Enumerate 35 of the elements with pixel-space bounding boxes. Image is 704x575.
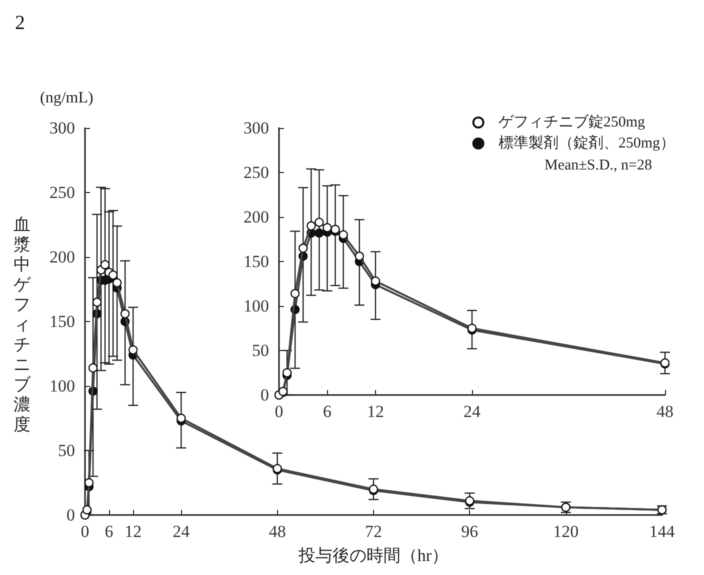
x-tick-label: 72 — [365, 522, 382, 541]
text: (ng/mL) — [40, 90, 94, 106]
y-tick-label: 50 — [252, 341, 269, 360]
y-tick-label: 150 — [50, 312, 75, 331]
y-tick-label: 0 — [66, 506, 75, 524]
y-tick-label: 300 — [50, 118, 75, 138]
text: 血漿中ゲフィチニブ濃度 — [14, 215, 30, 434]
x-tick-label: 0 — [274, 402, 284, 421]
x-tick-label: 96 — [461, 522, 478, 541]
x-tick-label: 144 — [649, 522, 676, 541]
x-tick-label: 24 — [172, 522, 190, 541]
x-tick-label: 12 — [124, 522, 142, 541]
y-tick-label: 300 — [244, 118, 269, 138]
y-tick-label: 0 — [260, 386, 269, 404]
x-tick-label: 0 — [80, 522, 90, 541]
x-axis-title: 投与後の時間（hr） — [297, 546, 449, 565]
y-tick-label: 50 — [58, 441, 75, 460]
x-tick-label: 6 — [323, 402, 332, 421]
x-tick-label: 48 — [268, 522, 286, 541]
legend-label: 標準製剤（錠剤、250mg） — [498, 134, 676, 152]
y-tick-label: 200 — [50, 248, 75, 266]
x-tick-label: 24 — [464, 402, 481, 421]
x-tick-label: 120 — [553, 522, 579, 541]
y-tick-label: 250 — [50, 183, 75, 202]
y-tick-label: 250 — [244, 163, 269, 182]
y-tick-label: 100 — [50, 376, 75, 396]
legend-label: ゲフィチニブ錠250mg — [498, 114, 646, 130]
y-tick-label: 100 — [244, 296, 269, 316]
chart-title: 2 — [15, 12, 25, 34]
y-tick-label: 150 — [244, 252, 269, 271]
y-tick-label: 200 — [244, 208, 269, 226]
x-tick-label: 6 — [104, 522, 114, 541]
x-tick-label: 48 — [656, 402, 674, 421]
x-tick-label: 12 — [367, 402, 384, 421]
annotation: Mean±S.D., n=28 — [544, 158, 652, 174]
